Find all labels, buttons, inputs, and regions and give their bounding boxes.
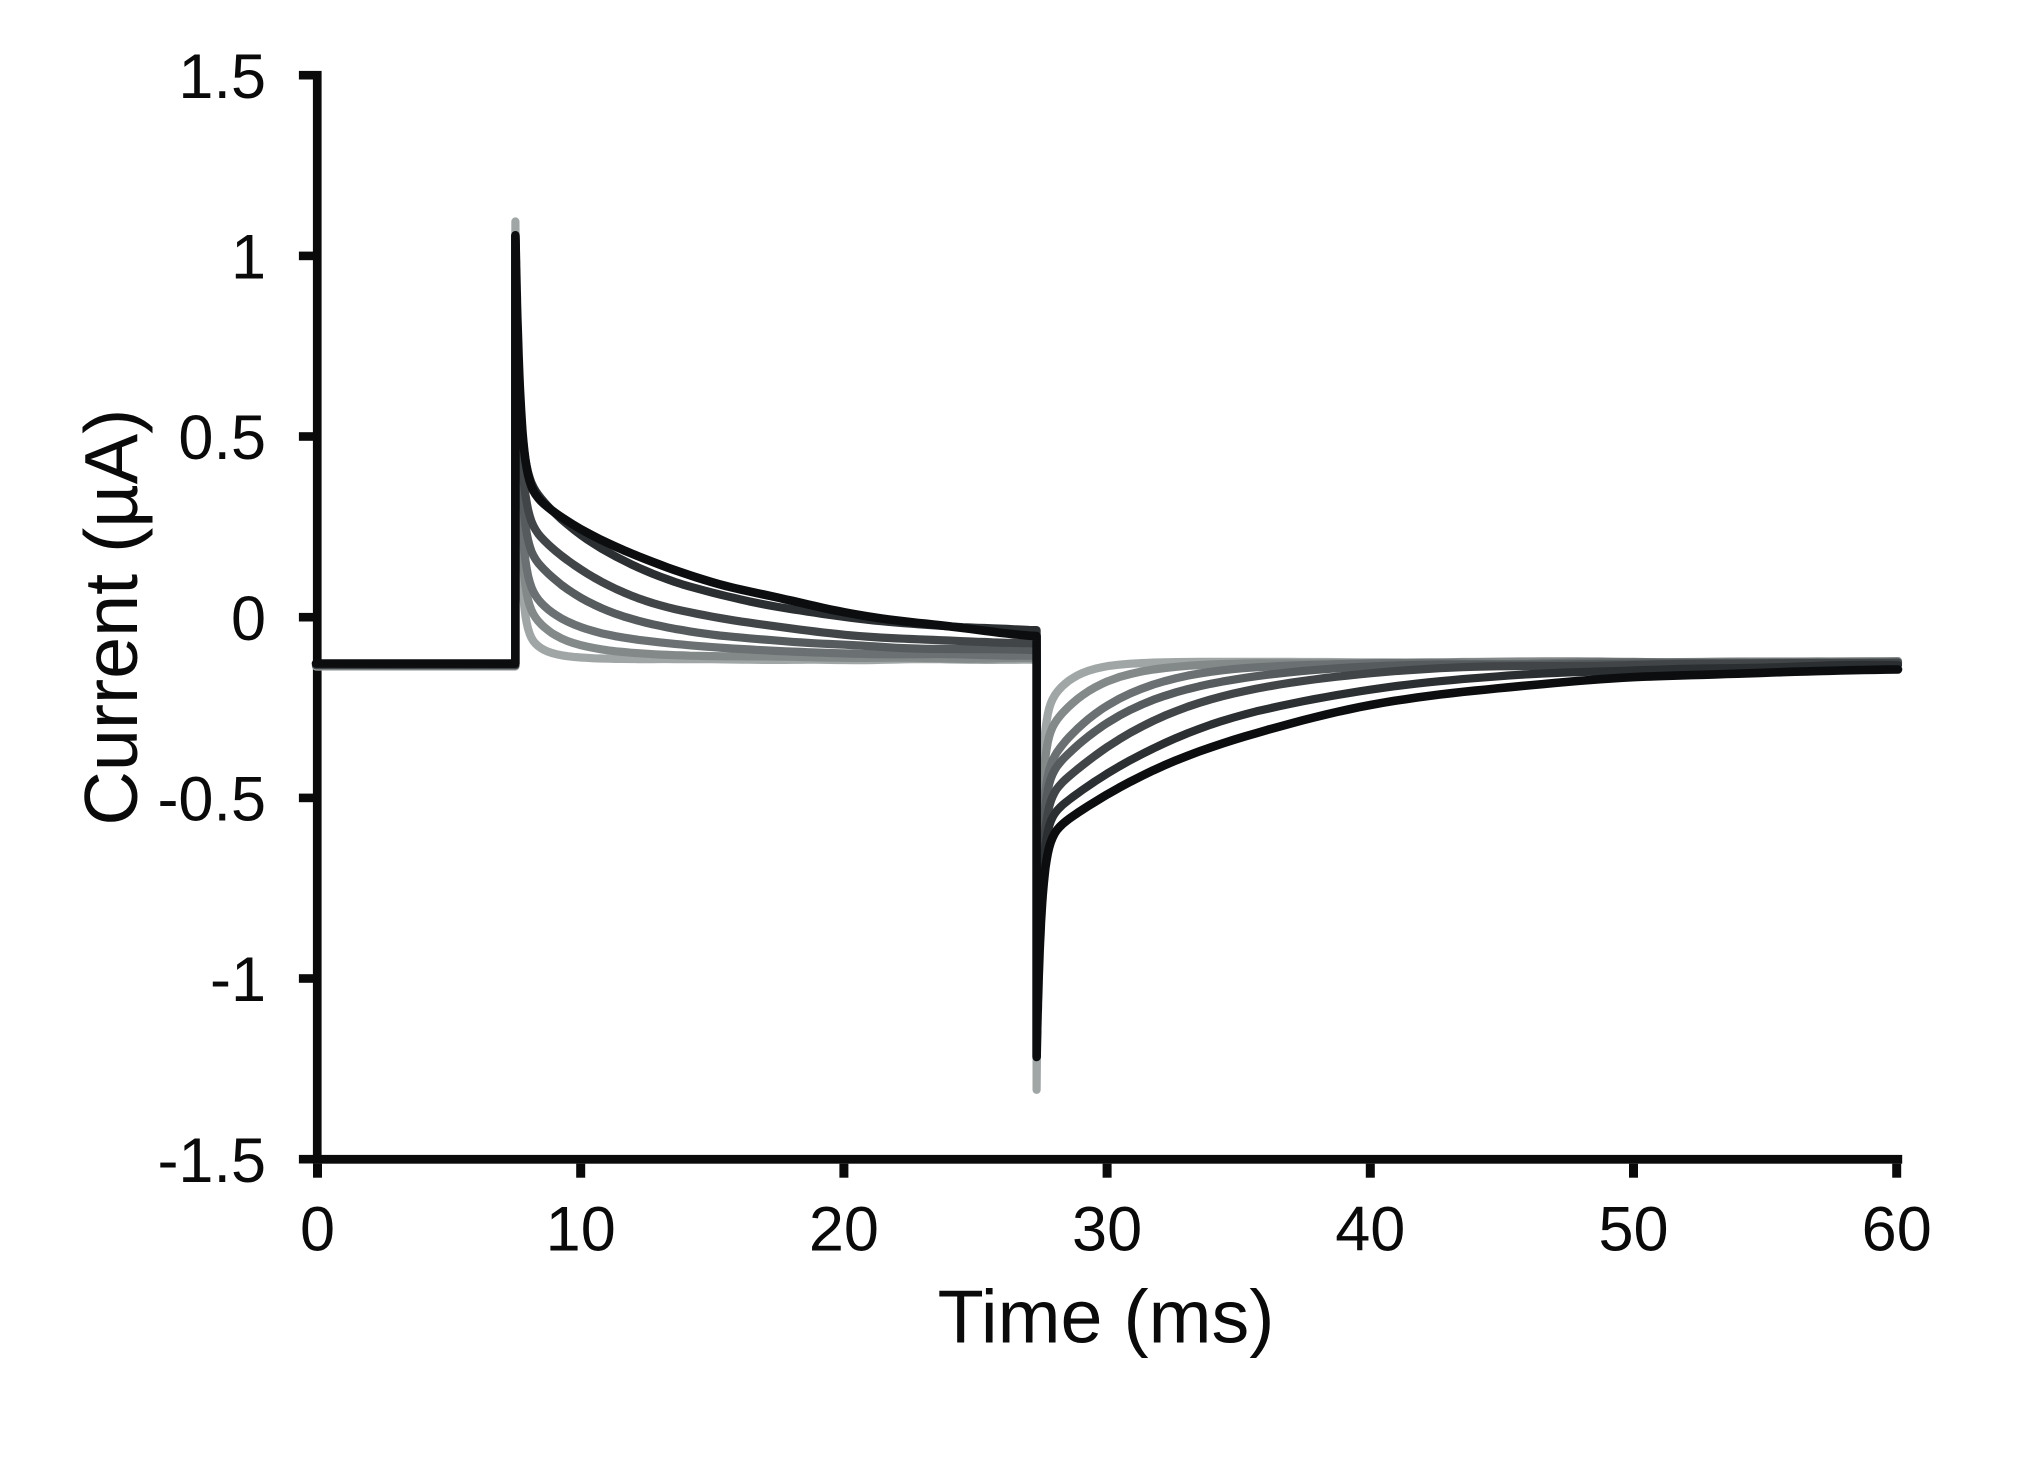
svg-text:-1: -1 (210, 945, 266, 1015)
svg-text:1: 1 (231, 223, 266, 293)
svg-text:20: 20 (809, 1195, 879, 1265)
svg-text:30: 30 (1072, 1195, 1142, 1265)
svg-text:0: 0 (231, 584, 266, 654)
svg-text:0: 0 (300, 1195, 335, 1265)
svg-text:1.5: 1.5 (178, 42, 266, 112)
svg-text:60: 60 (1862, 1195, 1932, 1265)
svg-text:40: 40 (1335, 1195, 1405, 1265)
svg-text:-0.5: -0.5 (157, 765, 266, 835)
svg-text:-1.5: -1.5 (157, 1126, 266, 1196)
svg-text:0.5: 0.5 (178, 403, 266, 473)
svg-text:10: 10 (546, 1195, 616, 1265)
svg-text:Time (ms): Time (ms) (938, 1274, 1275, 1358)
svg-text:Current (µA): Current (µA) (69, 409, 153, 826)
svg-text:50: 50 (1598, 1195, 1668, 1265)
